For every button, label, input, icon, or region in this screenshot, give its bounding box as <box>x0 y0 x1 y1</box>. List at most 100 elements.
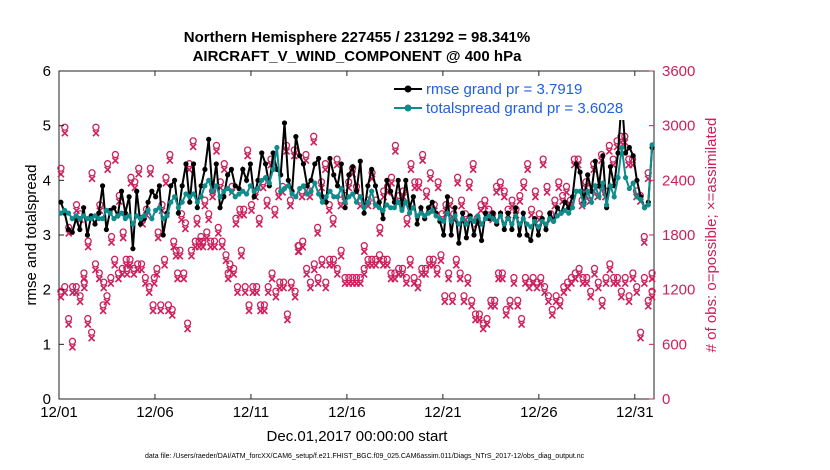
obs-point-lower-possible <box>517 314 526 323</box>
y-tick-label: 3 <box>43 227 51 244</box>
series-point-totalspread <box>285 183 291 189</box>
obs-point-lower-assimilated-stroke <box>514 302 522 310</box>
obs-point-lower-possible <box>256 301 265 309</box>
obs-point-lower-possible <box>487 296 495 304</box>
obs-point-lower-assimilated <box>517 320 526 329</box>
series-point-rmse <box>585 172 591 178</box>
series-point-totalspread <box>164 213 170 219</box>
series-point-rmse <box>122 210 128 216</box>
obs-point-possible <box>189 137 197 145</box>
obs-point-lower-assimilated <box>475 316 483 324</box>
obs-point-lower-possible <box>648 269 656 277</box>
obs-point-lower-assimilated <box>337 252 345 260</box>
obs-point-assimilated-stroke <box>104 166 112 174</box>
series-point-rmse <box>410 194 416 200</box>
obs-point-assimilated <box>259 184 267 192</box>
obs-point-assimilated <box>255 220 263 228</box>
series-point-totalspread <box>422 213 428 219</box>
obs-point-lower-possible <box>260 301 269 309</box>
obs-point-possible <box>212 141 221 150</box>
obs-point-lower-possible <box>544 292 553 300</box>
obs-point-possible <box>111 150 120 159</box>
series-point-rmse <box>403 177 409 183</box>
obs-point-assimilated <box>496 184 504 192</box>
obs-point-lower-assimilated-stroke <box>398 270 407 279</box>
obs-point-lower-possible <box>452 255 460 263</box>
obs-point-lower-assimilated <box>433 270 441 279</box>
series-point-totalspread <box>221 188 227 194</box>
obs-point-assimilated-stroke <box>263 202 271 210</box>
obs-point-lower-possible <box>341 273 349 282</box>
obs-point-lower-assimilated <box>414 284 422 292</box>
series-point-totalspread <box>137 216 144 222</box>
series-point-rmse <box>535 232 542 238</box>
obs-point-lower-assimilated <box>111 261 119 269</box>
series-point-rmse <box>634 177 640 183</box>
obs-point-lower-possible <box>268 269 276 277</box>
series-point-rmse <box>228 166 235 172</box>
obs-point-assimilated <box>135 170 143 178</box>
obs-point-lower-possible <box>587 287 595 295</box>
obs-point-possible <box>150 273 158 282</box>
obs-point-assimilated-stroke <box>181 225 189 233</box>
obs-point-assimilated-stroke <box>212 147 221 156</box>
obs-point-assimilated-stroke <box>88 175 96 183</box>
series-point-totalspread <box>103 207 109 213</box>
series-point-rmse <box>463 235 470 241</box>
series-point-totalspread <box>414 213 420 219</box>
obs-point-lower-possible <box>383 255 391 263</box>
obs-point-assimilated <box>84 243 92 251</box>
obs-point-lower-possible <box>510 273 518 282</box>
series-point-totalspread <box>145 207 151 213</box>
obs-point-assimilated <box>407 166 415 174</box>
obs-point-assimilated <box>465 184 473 192</box>
obs-point-assimilated <box>104 166 112 174</box>
obs-point-lower-assimilated <box>253 289 261 297</box>
obs-point-lower-assimilated-stroke <box>226 266 234 274</box>
obs-point-lower-possible <box>468 296 476 304</box>
obs-point-lower-assimilated <box>145 289 153 297</box>
obs-point-lower-assimilated-stroke <box>318 261 326 269</box>
obs-point-possible <box>640 232 648 241</box>
obs-point-assimilated-stroke <box>415 184 423 192</box>
obs-point-possible <box>516 191 524 200</box>
series-point-rmse <box>126 194 132 200</box>
obs-point-lower-assimilated <box>210 243 219 251</box>
obs-point-lower-assimilated-stroke <box>230 270 238 279</box>
series-point-totalspread <box>62 207 68 213</box>
obs-point-lower-assimilated-stroke <box>375 257 384 265</box>
obs-point-assimilated-stroke <box>321 166 329 174</box>
series-point-rmse <box>524 232 530 238</box>
obs-point-lower-possible <box>103 292 111 300</box>
obs-point-lower-possible <box>180 269 188 277</box>
obs-point-possible <box>236 205 244 213</box>
obs-point-lower-assimilated <box>233 289 242 297</box>
obs-point-lower-assimilated <box>287 284 295 292</box>
obs-point-lower-possible <box>111 255 119 263</box>
obs-point-assimilated <box>212 147 221 156</box>
series-point-totalspread <box>122 216 128 222</box>
series-point-totalspread <box>444 210 451 216</box>
obs-point-assimilated <box>201 202 209 210</box>
obs-point-lower-possible <box>95 269 103 277</box>
obs-point-possible <box>310 132 318 140</box>
series-point-totalspread <box>471 218 477 224</box>
obs-point-lower-assimilated-stroke <box>498 275 506 283</box>
obs-point-lower-possible <box>471 310 480 318</box>
obs-point-lower-possible <box>444 269 453 277</box>
obs-point-lower-assimilated-stroke <box>433 270 441 279</box>
obs-point-possible <box>286 196 295 204</box>
obs-point-assimilated-stroke <box>84 243 92 251</box>
obs-point-lower-possible <box>633 283 641 291</box>
series-point-rmse <box>297 153 303 159</box>
obs-point-lower-assimilated <box>448 298 457 306</box>
obs-point-lower-assimilated-stroke <box>91 266 100 274</box>
obs-point-possible <box>481 196 489 204</box>
series-point-totalspread <box>175 205 181 211</box>
obs-point-possible <box>135 164 143 172</box>
obs-point-lower-assimilated <box>61 289 69 297</box>
obs-point-lower-assimilated-stroke <box>636 334 645 342</box>
obs-point-assimilated <box>555 184 563 192</box>
obs-point-lower-assimilated-stroke <box>245 307 253 315</box>
series-point-totalspread <box>516 221 523 227</box>
